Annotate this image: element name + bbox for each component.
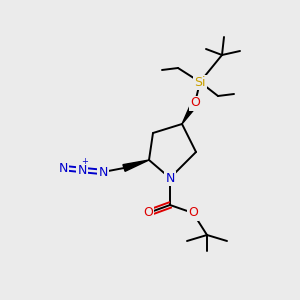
Text: N: N: [77, 164, 87, 176]
Text: O: O: [190, 97, 200, 110]
Text: +: +: [82, 158, 88, 166]
Text: N: N: [98, 166, 108, 178]
Polygon shape: [182, 101, 198, 124]
Text: N: N: [165, 172, 175, 184]
Text: Si: Si: [194, 76, 206, 88]
Text: O: O: [188, 206, 198, 220]
Text: N: N: [58, 161, 68, 175]
Text: O: O: [143, 206, 153, 220]
Polygon shape: [123, 160, 149, 171]
